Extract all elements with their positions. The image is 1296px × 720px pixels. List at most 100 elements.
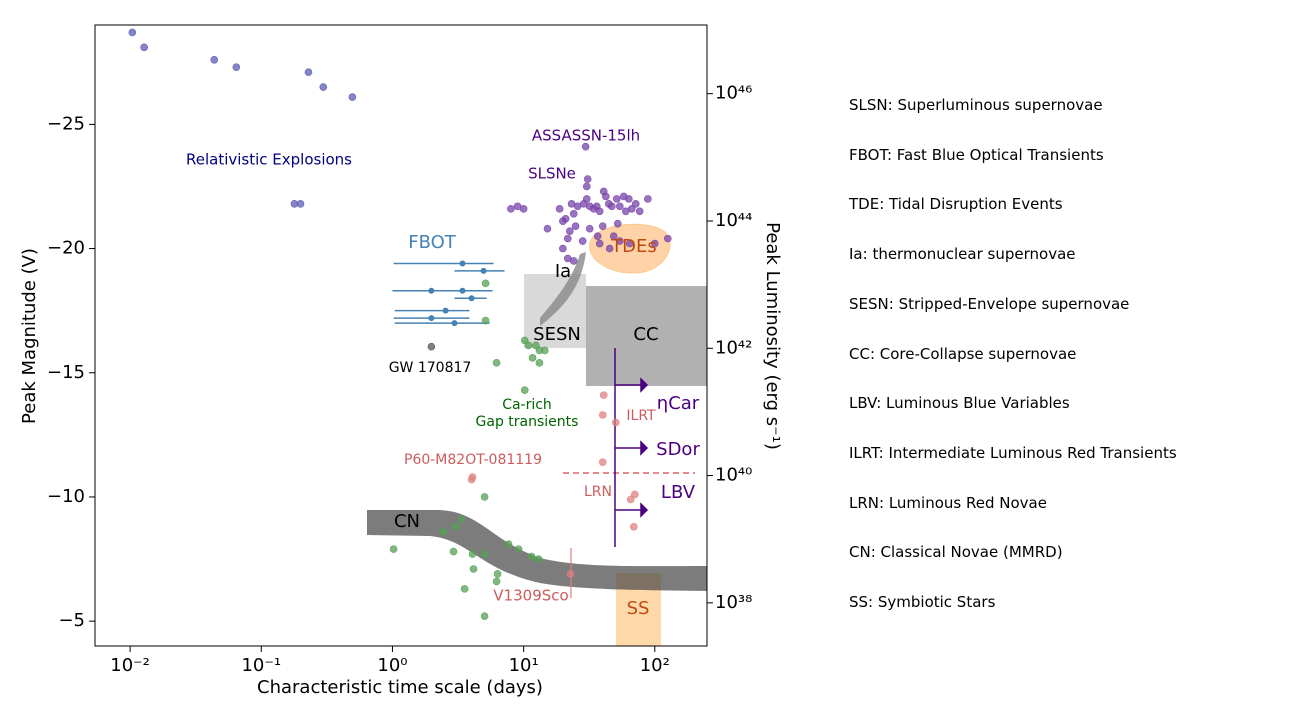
point (348, 93, 357, 101)
point (663, 234, 672, 243)
annotation: CC (633, 324, 658, 345)
point (210, 55, 219, 64)
arrow-head (640, 377, 649, 393)
point (644, 195, 652, 203)
point (626, 495, 635, 504)
annotation: Gap transients (476, 414, 579, 430)
tde-region (589, 223, 671, 274)
point (459, 287, 466, 294)
point (625, 195, 633, 203)
point (528, 354, 537, 362)
point (631, 490, 639, 499)
point (534, 555, 543, 563)
point (598, 411, 607, 419)
point (563, 234, 572, 243)
point (598, 458, 607, 466)
annotation: V1309Sco (493, 587, 568, 605)
annotation: FBOT (408, 232, 457, 253)
annotation: Relativistic Explosions (186, 151, 352, 169)
point (569, 257, 578, 265)
point (607, 202, 616, 211)
annotation: ASSASSN-15lh (532, 127, 640, 145)
y-tick-label: −25 (47, 113, 85, 134)
point (555, 205, 564, 213)
point (480, 493, 489, 501)
point (582, 195, 591, 203)
cc-region (586, 286, 707, 386)
chart: Characteristic time scale (days) Peak Ma… (19, 24, 783, 698)
note: SLSN: Superluminous supernovae (849, 96, 1103, 114)
point (582, 182, 591, 191)
point (559, 217, 567, 226)
annotation: LRN (584, 484, 612, 500)
point (519, 205, 528, 213)
point (507, 205, 515, 213)
annotation: ηCar (657, 393, 700, 414)
point (593, 232, 602, 240)
point (304, 68, 313, 76)
point (389, 545, 398, 553)
annotation: SESN (533, 324, 581, 345)
point (599, 391, 608, 399)
y-tick-label: −15 (47, 362, 85, 383)
y2-tick-label: 10⁴² (715, 337, 752, 358)
annotation: Ia (555, 261, 571, 282)
point (578, 237, 587, 245)
note: TDE: Tidal Disruption Events (849, 195, 1063, 214)
point (609, 232, 618, 240)
point (627, 205, 636, 213)
annotation: CN (394, 511, 420, 532)
x-tick-label: 10² (640, 655, 670, 676)
y-axis-label: Peak Magnitude (V) (19, 248, 40, 424)
annotation: LBV (661, 482, 696, 503)
point (481, 279, 490, 288)
point (566, 570, 575, 578)
point (601, 192, 610, 201)
point (651, 239, 659, 248)
point (140, 43, 148, 52)
point (585, 224, 594, 233)
point (527, 552, 536, 561)
y2-tick-label: 10³⁸ (715, 592, 752, 613)
point (520, 336, 529, 345)
y2-tick-label: 10⁴⁰ (715, 465, 752, 486)
point (296, 200, 305, 208)
point (566, 227, 574, 235)
point (616, 237, 624, 245)
point (504, 540, 513, 548)
annotation: SLSNe (528, 165, 576, 183)
note: LRN: Luminous Red Novae (849, 493, 1047, 512)
plot-frame (94, 24, 708, 647)
point (427, 342, 436, 351)
note: ILRT: Intermediate Luminous Red Transien… (849, 443, 1177, 462)
x-tick-label: 10¹ (509, 655, 539, 676)
point (581, 142, 590, 151)
point (514, 545, 523, 553)
y-tick-label: −10 (47, 486, 85, 507)
point (635, 207, 644, 216)
annotation: SDor (656, 439, 700, 460)
point (451, 522, 460, 531)
point (469, 565, 478, 573)
y2-axis-label: Peak Luminosity (erg s⁻¹) (762, 222, 783, 450)
annotation: ILRT (626, 408, 656, 424)
y2-tick-label: 10⁴⁶ (715, 83, 752, 104)
point (492, 577, 501, 586)
point (595, 239, 604, 248)
point (583, 175, 592, 183)
annotation: P60-M82OT-081119 (404, 452, 542, 468)
point (468, 295, 475, 302)
note: LBV: Luminous Blue Variables (849, 394, 1070, 413)
point (459, 260, 466, 267)
annotation: Ca-rich (502, 397, 552, 413)
ia-arrow (540, 252, 586, 326)
point (492, 359, 501, 367)
x-tick-label: 10⁰ (377, 655, 407, 676)
annotation: GW 170817 (389, 360, 472, 376)
point (457, 515, 466, 524)
point (460, 585, 469, 593)
point (616, 202, 624, 211)
point (605, 244, 614, 253)
point (480, 550, 489, 558)
lbv-arrows (614, 348, 649, 547)
